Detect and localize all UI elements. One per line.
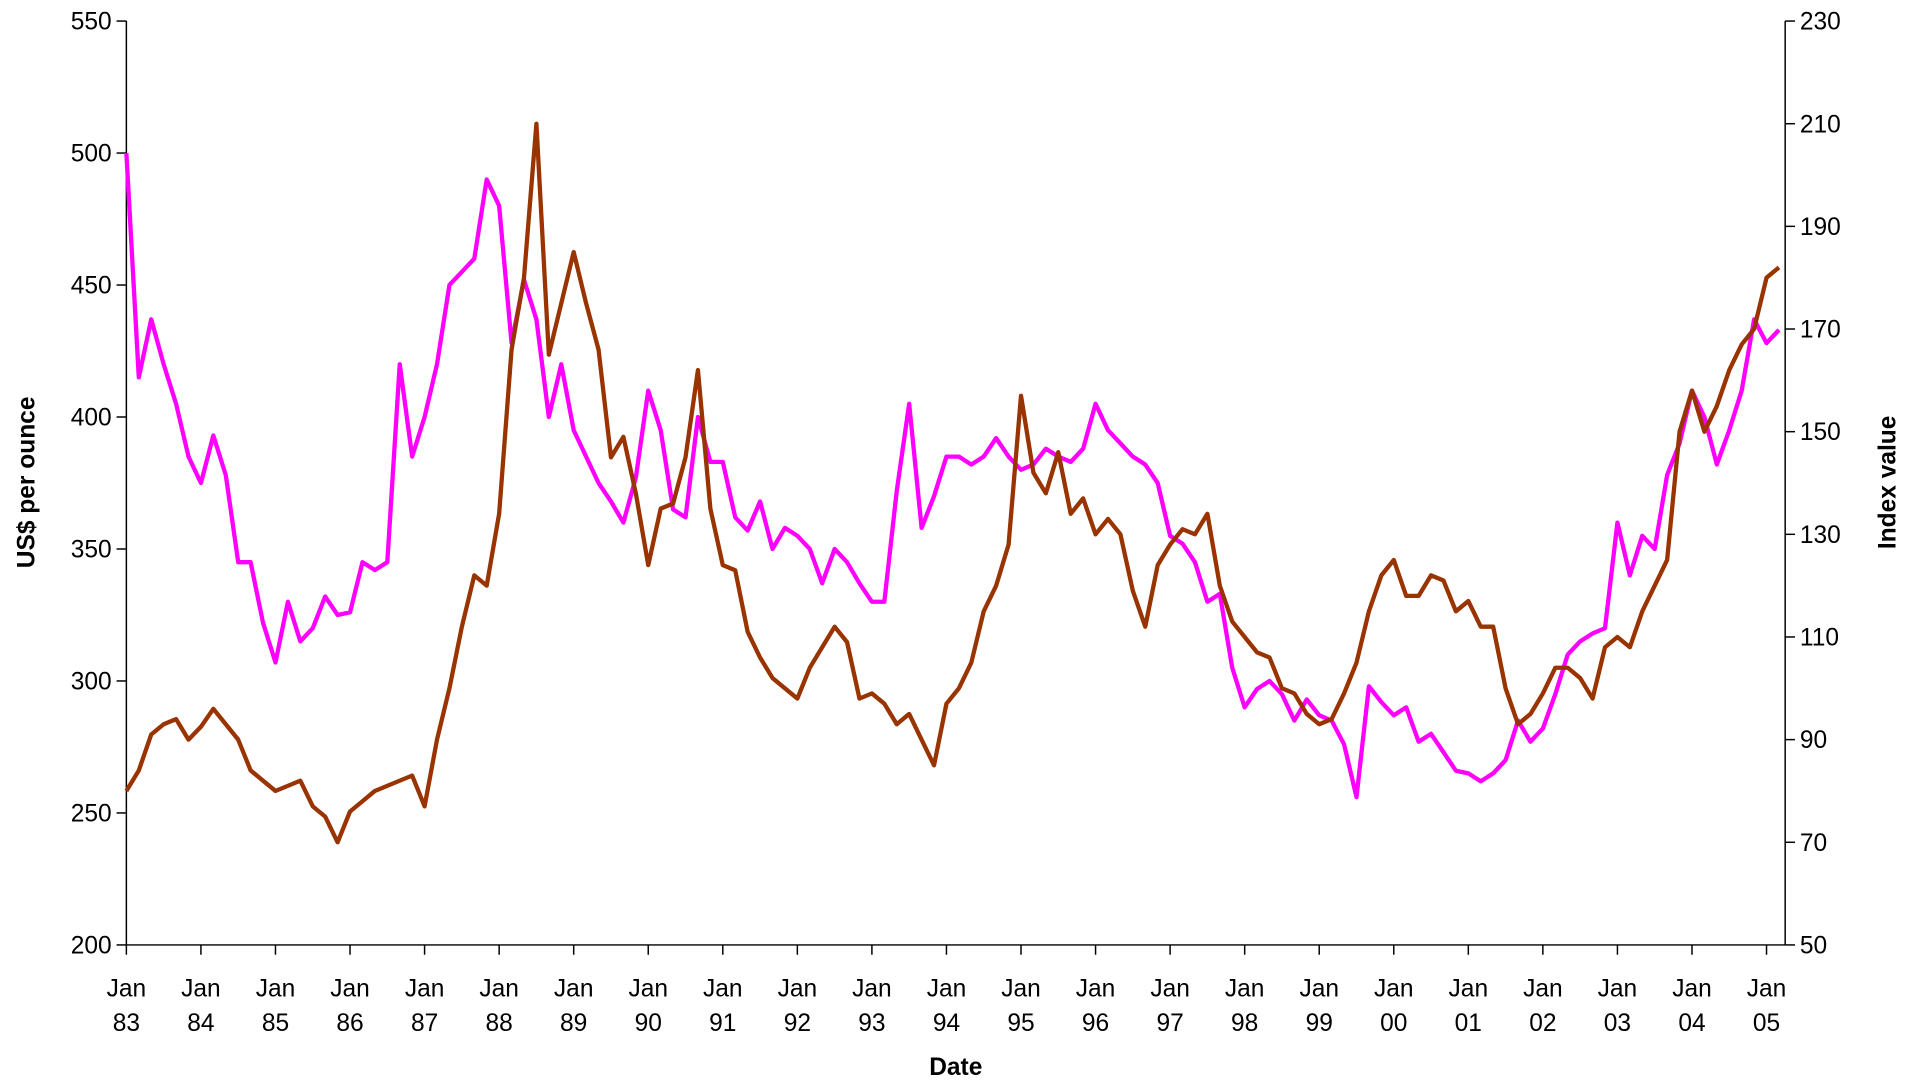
y-tick-label: 550 (71, 9, 112, 36)
x-tick-label-line: 89 (560, 1010, 587, 1037)
x-tick-label-line: Jan (1672, 975, 1712, 1002)
x-tick-label: Jan 97 (1150, 975, 1190, 1036)
x-tick-label: Jan 84 (181, 975, 221, 1036)
x-tick-label: Jan 83 (107, 975, 147, 1036)
x-tick-label: Jan 04 (1672, 975, 1712, 1036)
x-tick-label: Jan 86 (330, 975, 370, 1036)
x-tick-label-line: Jan (181, 975, 221, 1002)
x-tick-label-line: 97 (1156, 1010, 1183, 1037)
x-tick-label: Jan 89 (554, 975, 594, 1036)
y2-tick-label: 130 (1800, 522, 1841, 549)
x-tick-label-line: Jan (1747, 975, 1787, 1002)
x-tick-label-line: 87 (411, 1010, 438, 1037)
x-tick-label-line: 91 (709, 1010, 736, 1037)
x-tick-label-line: 92 (784, 1010, 811, 1037)
x-tick-label: Jan 00 (1374, 975, 1414, 1036)
x-tick-label-line: 98 (1231, 1010, 1258, 1037)
x-tick-label: Jan 01 (1449, 975, 1489, 1036)
x-tick-label: Jan 96 (1076, 975, 1116, 1036)
series-line (124, 152, 1781, 800)
x-tick-label-line: Jan (1076, 975, 1116, 1002)
y2-tick-label: 190 (1800, 214, 1841, 241)
x-tick-label: Jan 94 (927, 975, 967, 1036)
x-tick-label: Jan 88 (479, 975, 519, 1036)
y-tick-label: 250 (71, 801, 112, 828)
y-tick-label: 400 (71, 405, 112, 432)
x-tick-label-line: 83 (113, 1010, 140, 1037)
y2-tick-label: 210 (1800, 111, 1841, 138)
y2-tick-label: 90 (1800, 727, 1827, 754)
y-tick-label: 200 (71, 933, 112, 960)
y2-tick-label: 50 (1800, 933, 1827, 960)
x-tick-label-line: Jan (405, 975, 445, 1002)
x-tick-label-line: Jan (1374, 975, 1414, 1002)
x-tick-label: Jan 98 (1225, 975, 1265, 1036)
x-tick-label-line: Jan (852, 975, 892, 1002)
x-tick-label: Jan 91 (703, 975, 743, 1036)
x-tick-label-line: Jan (107, 975, 147, 1002)
x-tick-label: Jan 93 (852, 975, 892, 1036)
x-tick-label-line: Jan (330, 975, 370, 1002)
x-tick-label-line: 05 (1753, 1010, 1780, 1037)
x-axis-title: Date (929, 1054, 982, 1081)
x-tick-label-line: Jan (1449, 975, 1489, 1002)
x-tick-label: Jan 92 (778, 975, 818, 1036)
y-axis-title: US$ per ounce (13, 397, 40, 569)
y2-tick-label: 230 (1800, 9, 1841, 36)
x-tick-label-line: Jan (1598, 975, 1638, 1002)
x-tick-label-line: Jan (256, 975, 296, 1002)
x-tick-label-line: Jan (927, 975, 967, 1002)
x-tick-label-line: 99 (1306, 1010, 1333, 1037)
x-tick-label-line: 90 (635, 1010, 662, 1037)
x-tick-label-line: 03 (1604, 1010, 1631, 1037)
y-tick-label: 500 (71, 141, 112, 168)
x-tick-label-line: Jan (703, 975, 743, 1002)
y2-tick-label: 170 (1800, 317, 1841, 344)
series-line (124, 121, 1781, 845)
x-tick-label: Jan 03 (1598, 975, 1638, 1036)
y2-tick-label: 150 (1800, 419, 1841, 446)
y2-axis-title: Index value (1875, 416, 1902, 550)
x-tick-label: Jan 05 (1747, 975, 1787, 1036)
x-tick-label-line: 01 (1455, 1010, 1482, 1037)
x-tick-label-line: 84 (187, 1010, 214, 1037)
x-tick-label-line: Jan (1150, 975, 1190, 1002)
x-tick-label-line: Jan (628, 975, 668, 1002)
x-tick-label-line: Jan (778, 975, 818, 1002)
x-tick-label: Jan 87 (405, 975, 445, 1036)
x-tick-label-line: Jan (479, 975, 519, 1002)
x-tick-label: Jan 95 (1001, 975, 1041, 1036)
x-tick-label: Jan 90 (628, 975, 668, 1036)
x-tick-label-line: Jan (1299, 975, 1339, 1002)
x-tick-label-line: Jan (554, 975, 594, 1002)
y2-tick-label: 70 (1800, 830, 1827, 857)
x-tick-label: Jan 99 (1299, 975, 1339, 1036)
y-tick-label: 450 (71, 273, 112, 300)
x-tick-label-line: 04 (1678, 1010, 1705, 1037)
x-tick-label: Jan 02 (1523, 975, 1563, 1036)
x-tick-label-line: 02 (1529, 1010, 1556, 1037)
x-tick-label-line: 85 (262, 1010, 289, 1037)
x-tick-label-line: 93 (858, 1010, 885, 1037)
x-tick-label-line: 96 (1082, 1010, 1109, 1037)
x-tick-label-line: Jan (1225, 975, 1265, 1002)
y-tick-label: 350 (71, 537, 112, 564)
y2-tick-label: 110 (1800, 625, 1839, 652)
x-tick-label: Jan 85 (256, 975, 296, 1036)
x-tick-label-line: 95 (1007, 1010, 1034, 1037)
x-tick-label-line: 00 (1380, 1010, 1407, 1037)
x-tick-label-line: 88 (485, 1010, 512, 1037)
x-tick-label-line: 94 (933, 1010, 960, 1037)
x-tick-label-line: Jan (1001, 975, 1041, 1002)
x-tick-label-line: 86 (336, 1010, 363, 1037)
x-tick-label-line: Jan (1523, 975, 1563, 1002)
y-tick-label: 300 (71, 669, 112, 696)
